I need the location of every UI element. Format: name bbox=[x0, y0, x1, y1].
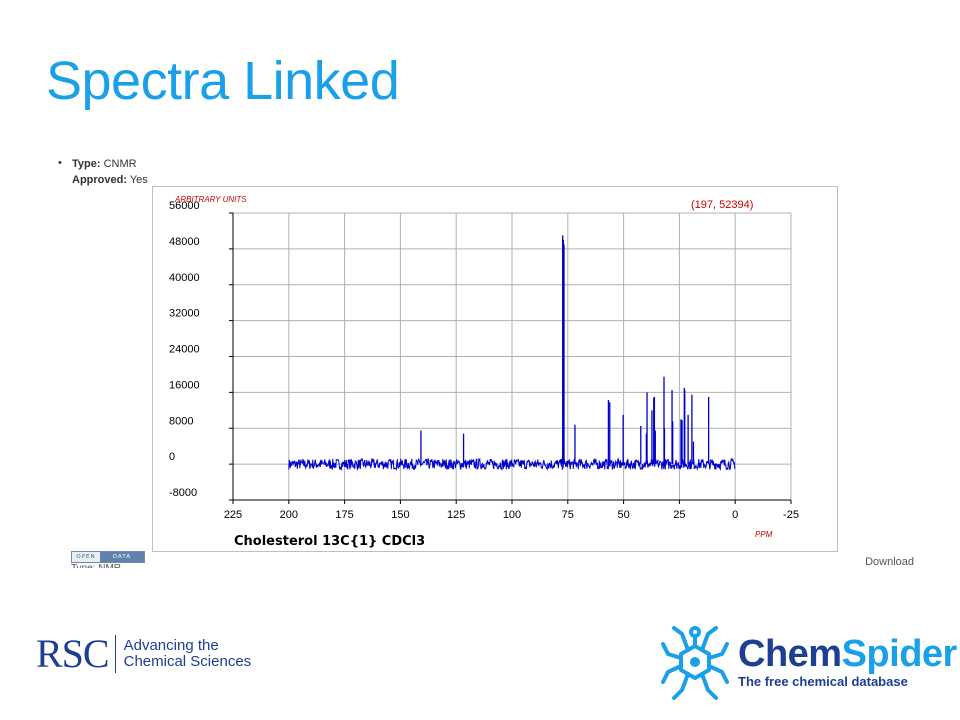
rsc-tagline: Advancing the Chemical Sciences bbox=[124, 638, 274, 670]
approved-label: Approved: bbox=[72, 174, 127, 186]
chart-grid bbox=[232, 212, 792, 501]
y-tick-label: 0 bbox=[169, 451, 175, 463]
chart-tick-labels: 225 200 175 150 125 100 75 50 25 0 -25 56000 48000 40… bbox=[169, 200, 799, 521]
x-tick-label: 25 bbox=[673, 509, 685, 521]
y-tick-label: 40000 bbox=[169, 272, 200, 284]
y-tick-label: 8000 bbox=[169, 415, 193, 427]
x-tick-label: 0 bbox=[732, 509, 738, 521]
approved-value: Yes bbox=[129, 174, 148, 186]
open-data-badge-left: OPEN bbox=[72, 552, 100, 562]
chemspider-logo: ChemSpider The free chemical database bbox=[660, 620, 957, 702]
spectrum-viewer[interactable]: 225 200 175 150 125 100 75 50 25 0 -25 56000 48000 40… bbox=[152, 186, 838, 552]
open-data-badge-right: DATA bbox=[100, 552, 144, 562]
x-tick-label: 125 bbox=[447, 509, 465, 521]
x-tick-label: 75 bbox=[562, 509, 574, 521]
x-tick-label: -25 bbox=[783, 509, 799, 521]
x-tick-label: 200 bbox=[280, 509, 298, 521]
chemspider-name-spider: Spider bbox=[841, 632, 958, 675]
approved-row: Approved: Yes bbox=[58, 172, 148, 188]
chart-title: Cholesterol 13C{1} CDCl3 bbox=[234, 534, 425, 549]
spectrum-series bbox=[288, 235, 736, 472]
cursor-readout: (197, 52394) bbox=[691, 199, 753, 211]
download-link[interactable]: Download bbox=[865, 556, 914, 568]
slide-title: Spectra Linked bbox=[46, 51, 400, 111]
spectrum-chart[interactable]: 225 200 175 150 125 100 75 50 25 0 -25 56000 48000 40… bbox=[153, 187, 837, 551]
bullet: • bbox=[58, 157, 62, 169]
x-tick-label: 150 bbox=[391, 509, 409, 521]
y-tick-label: 48000 bbox=[169, 236, 200, 248]
y-tick-label: 32000 bbox=[169, 308, 200, 320]
type-value: CNMR bbox=[103, 158, 137, 170]
chemspider-wordmark: ChemSpider The free chemical database bbox=[738, 634, 957, 689]
x-tick-label: 100 bbox=[503, 509, 521, 521]
x-tick-label: 175 bbox=[335, 509, 353, 521]
y-tick-label: -8000 bbox=[169, 487, 197, 499]
x-axis-label: PPM bbox=[755, 530, 773, 539]
y-axis-label: ARBITRARY UNITS bbox=[174, 195, 247, 204]
chemspider-subtitle: The free chemical database bbox=[738, 673, 908, 689]
type-label: Type: bbox=[72, 158, 101, 170]
chemspider-name-chem: Chem bbox=[738, 632, 842, 675]
type-row: Type: CNMR bbox=[58, 156, 148, 172]
x-tick-label: 225 bbox=[224, 509, 242, 521]
y-tick-label: 56000 bbox=[169, 200, 200, 212]
spectrum-record: • Type: CNMR Approved: Yes bbox=[58, 156, 148, 188]
rsc-tagline-line-2: Chemical Sciences bbox=[123, 653, 252, 670]
spider-icon bbox=[661, 626, 729, 700]
rsc-logo-divider bbox=[114, 635, 116, 673]
chart-axes bbox=[229, 212, 792, 504]
open-data-badge[interactable]: OPEN DATA bbox=[71, 551, 145, 563]
rsc-logo-mark: RSC bbox=[36, 631, 110, 676]
rsc-tagline-line-1: Advancing the bbox=[123, 637, 219, 654]
rsc-logo: RSC Advancing the Chemical Sciences bbox=[36, 632, 274, 676]
x-tick-label: 50 bbox=[617, 509, 629, 521]
clipped-type-text: Type: NMR bbox=[71, 563, 141, 568]
spectrum-baseline bbox=[288, 457, 736, 472]
y-tick-label: 16000 bbox=[169, 379, 200, 391]
y-tick-label: 24000 bbox=[169, 344, 200, 356]
